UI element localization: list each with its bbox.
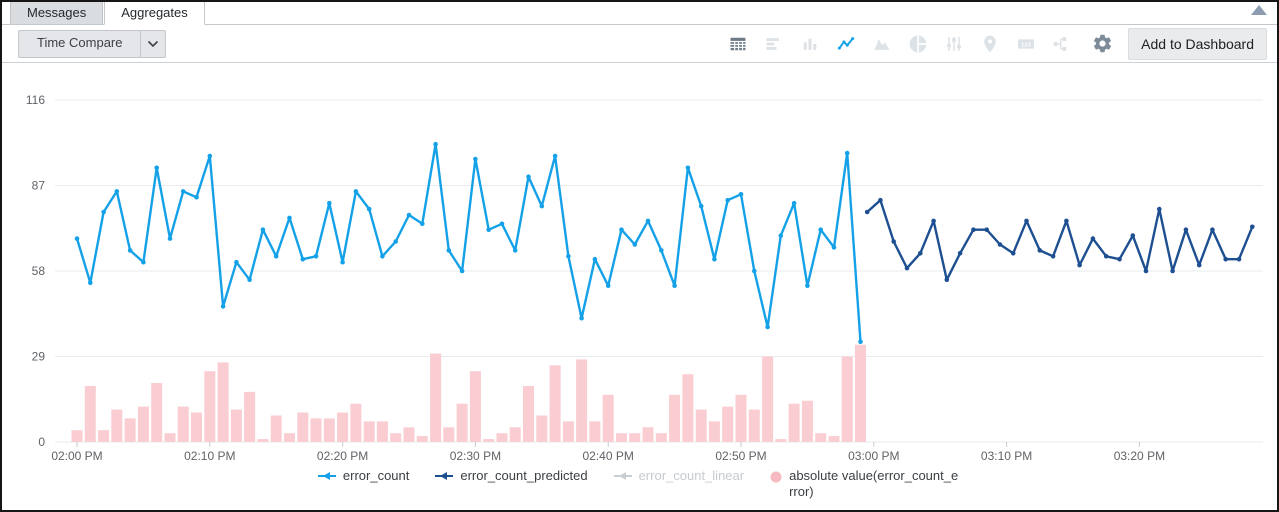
svg-text:02:50 PM: 02:50 PM — [715, 449, 766, 463]
svg-text:87: 87 — [32, 179, 46, 193]
svg-text:03:00 PM: 03:00 PM — [848, 449, 899, 463]
line-series — [74, 141, 863, 345]
legend-item-error-count-linear[interactable]: error_count_linear — [613, 468, 745, 484]
add-to-dashboard-button[interactable]: Add to Dashboard — [1128, 27, 1267, 60]
svg-text:58: 58 — [32, 264, 46, 278]
line-series — [864, 197, 1255, 283]
svg-text:02:20 PM: 02:20 PM — [317, 449, 368, 463]
area-chart-icon[interactable] — [870, 32, 894, 56]
time-compare-dropdown[interactable]: Time Compare — [18, 29, 167, 58]
sliders-icon[interactable] — [942, 32, 966, 56]
svg-text:02:40 PM: 02:40 PM — [583, 449, 634, 463]
legend-item-absolute-value-error-count-error[interactable]: absolute value(error_count_error) — [770, 468, 961, 500]
gear-icon[interactable] — [1090, 32, 1114, 56]
column-chart-icon[interactable] — [798, 32, 822, 56]
legend-label: error_count_predicted — [460, 468, 588, 483]
legend-label: error_count — [342, 468, 410, 483]
map-pin-icon[interactable] — [978, 32, 1002, 56]
legend-line-marker — [435, 472, 454, 480]
chevron-down-icon[interactable] — [140, 30, 165, 57]
x-axis: 02:00 PM 02:10 PM 02:20 PM 02:30 PM 02:40 PM… — [51, 442, 1165, 463]
svg-text:02:30 PM: 02:30 PM — [450, 449, 501, 463]
tab-messages[interactable]: Messages — [10, 2, 104, 24]
collapse-panel-icon[interactable] — [1251, 5, 1267, 15]
chart-area: 0 29 58 87 116 02:00 PM 02:10 PM 02:20 PM 02:30 … — [2, 64, 1277, 510]
legend-dot-marker — [770, 471, 782, 483]
tab-bar: Messages Aggregates — [2, 2, 1277, 25]
svg-text:02:00 PM: 02:00 PM — [51, 449, 102, 463]
bar-series — [71, 344, 866, 442]
y-gridlines: 0 29 58 87 116 — [26, 93, 1263, 449]
legend-line-marker — [317, 472, 336, 480]
svg-text:0: 0 — [38, 435, 45, 449]
aggregates-chart: 0 29 58 87 116 02:00 PM 02:10 PM 02:20 PM 02:30 … — [26, 93, 1263, 463]
svg-text:02:10 PM: 02:10 PM — [184, 449, 235, 463]
pie-chart-icon[interactable] — [906, 32, 930, 56]
legend-item-error-count[interactable]: error_count — [317, 468, 410, 484]
branch-icon[interactable] — [1050, 32, 1074, 56]
time-compare-label: Time Compare — [37, 34, 123, 50]
legend-line-marker — [613, 472, 632, 480]
svg-text:03:10 PM: 03:10 PM — [981, 449, 1032, 463]
line-chart-icon[interactable] — [834, 32, 858, 56]
tab-aggregates[interactable]: Aggregates — [104, 2, 205, 25]
legend-label: absolute value(error_count_error) — [789, 468, 959, 499]
legend-label: error_count_linear — [638, 468, 745, 483]
svg-text:116: 116 — [26, 93, 45, 107]
svg-text:123: 123 — [1021, 42, 1031, 48]
table-icon[interactable] — [726, 32, 750, 56]
svg-text:29: 29 — [32, 350, 46, 364]
single-value-icon[interactable]: 123 — [1014, 32, 1038, 56]
chart-legend: error_count error_count_predicted error_co… — [2, 468, 1277, 500]
chart-toolbar: Time Compare — [2, 25, 1277, 63]
chart-type-icons: 123 — [726, 32, 1074, 56]
legend-item-error-count-predicted[interactable]: error_count_predicted — [435, 468, 588, 484]
horizontal-bar-chart-icon[interactable] — [762, 32, 786, 56]
svg-text:03:20 PM: 03:20 PM — [1114, 449, 1165, 463]
